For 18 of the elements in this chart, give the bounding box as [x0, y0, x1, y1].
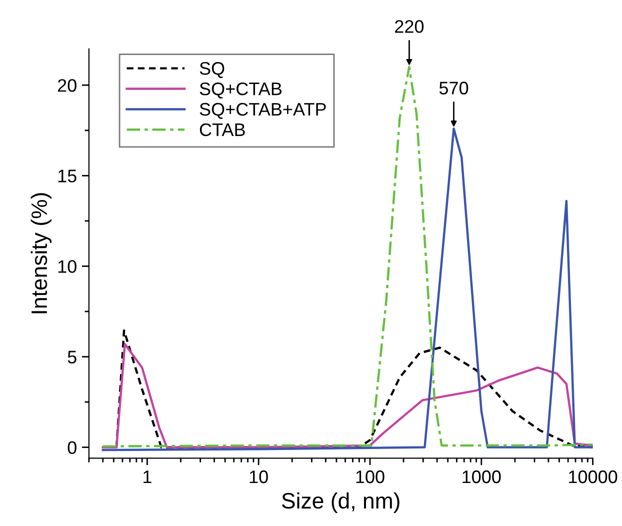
y-tick-label: 15: [58, 170, 76, 182]
annotation: 570: [439, 82, 468, 94]
legend-label: CTAB: [200, 123, 245, 136]
x-tick-label: 10000: [569, 470, 618, 484]
y-tick-label: 5: [68, 350, 76, 364]
x-tick-label: 10: [250, 470, 268, 484]
y-axis-title: Intensity (%): [30, 193, 52, 314]
annotation: 220: [395, 20, 424, 33]
y-tick-label: 20: [58, 79, 76, 92]
legend-label: SQ+CTAB+ATP: [200, 102, 326, 119]
x-tick-label: 1000: [462, 470, 501, 484]
x-tick-label: 1: [144, 470, 152, 484]
legend-label: SQ+CTAB: [200, 82, 282, 98]
x-axis-title: Size (d, nm): [282, 492, 400, 514]
x-tick-label: 100: [356, 470, 384, 484]
y-tick-label: 10: [58, 260, 76, 273]
y-tick-label: 0: [68, 441, 76, 454]
legend-label: SQ: [200, 62, 224, 78]
